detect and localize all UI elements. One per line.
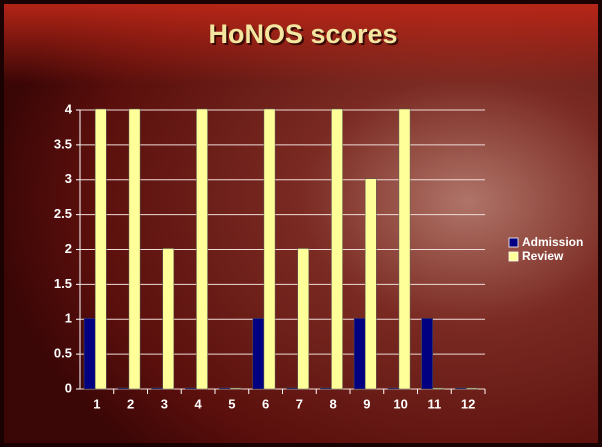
- bar: [398, 108, 411, 390]
- chart-title-shadow: HoNOS scores: [210, 21, 399, 51]
- x-tick-label: 2: [127, 396, 134, 411]
- bar: [117, 387, 130, 390]
- bar: [364, 178, 377, 390]
- bar: [128, 108, 141, 390]
- y-tick-label: 3.5: [54, 136, 72, 151]
- x-tick-label: 1: [93, 396, 100, 411]
- bar: [151, 387, 163, 390]
- x-tick-label: 9: [363, 396, 370, 411]
- bar: [229, 387, 242, 390]
- bar: [455, 387, 467, 390]
- y-tick-label: 2: [65, 241, 72, 256]
- y-tick-label: 2.5: [54, 206, 72, 221]
- bar: [196, 108, 208, 390]
- y-tick-label: 1.5: [54, 276, 72, 291]
- bar: [331, 108, 343, 390]
- x-tick-label: 10: [393, 396, 407, 411]
- bar: [263, 108, 276, 390]
- bar: [353, 318, 366, 390]
- y-tick-label: 0: [65, 380, 72, 395]
- x-tick-label: 12: [461, 396, 475, 411]
- legend-label: Review: [522, 249, 564, 263]
- y-tick-label: 4: [65, 101, 73, 116]
- bar: [297, 248, 310, 390]
- bar: [218, 387, 231, 390]
- y-tick-label: 3: [65, 171, 72, 186]
- legend-swatch: [508, 251, 519, 262]
- y-tick-label: 0.5: [54, 346, 72, 361]
- bar: [94, 108, 107, 390]
- bar: [320, 387, 332, 390]
- x-tick-label: 8: [330, 396, 337, 411]
- x-tick-label: 4: [195, 396, 203, 411]
- background-glow: [4, 4, 598, 84]
- y-tick-label: 1: [65, 311, 72, 326]
- bar: [387, 387, 400, 390]
- x-tick-label: 3: [161, 396, 168, 411]
- bar: [185, 387, 197, 390]
- bar: [432, 387, 445, 390]
- x-tick-label: 5: [228, 396, 235, 411]
- chart-title: HoNOS scores: [208, 19, 397, 49]
- bar: [162, 248, 175, 390]
- x-tick-label: 6: [262, 396, 269, 411]
- bar: [421, 318, 433, 390]
- bar: [466, 387, 478, 390]
- x-tick-label: 7: [296, 396, 303, 411]
- bar: [252, 318, 265, 390]
- bar: [83, 318, 96, 390]
- legend-swatch: [508, 237, 519, 248]
- x-tick-label: 11: [428, 396, 442, 411]
- bar: [286, 387, 298, 390]
- legend-label: Admission: [522, 235, 583, 249]
